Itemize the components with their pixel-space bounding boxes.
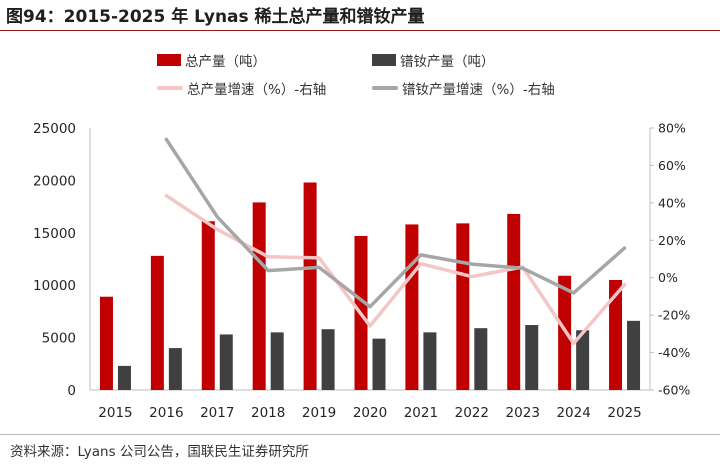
bar-total-output — [456, 223, 470, 390]
x-axis-tick-label: 2022 — [455, 405, 489, 421]
right-axis-tick-label: 20% — [658, 233, 686, 248]
bar-ndpr-output — [372, 338, 386, 390]
bar-total-output — [405, 224, 419, 390]
footer-divider — [0, 434, 720, 435]
legend-total-growth: 总产量增速（%）-右轴 — [157, 78, 326, 98]
chart-plot: 0 5000 10000 15000 20000 25000 -60% -40% -20% 0% 2… — [33, 121, 690, 422]
x-axis-tick-label: 2016 — [149, 405, 183, 421]
bar-total-output — [303, 182, 317, 390]
bar-ndpr-output — [117, 365, 131, 390]
right-axis-tick-label: -20% — [658, 308, 690, 323]
line-total-growth — [164, 193, 627, 346]
bar-total-output — [201, 221, 215, 390]
chart-title: 图94：2015-2025 年 Lynas 稀土总产量和镨钕产量 — [6, 7, 425, 27]
bar-ndpr-output — [474, 328, 488, 390]
title-divider — [0, 30, 720, 31]
legend-ndpr-output: 镨钕产量（吨） — [372, 50, 495, 70]
right-axis-tick-label: 80% — [658, 121, 686, 136]
left-axis-tick-label: 5000 — [42, 331, 76, 347]
x-axis-tick-label: 2018 — [251, 405, 285, 421]
x-axis-tick-label: 2025 — [607, 405, 641, 421]
left-axis-tick-label: 20000 — [33, 173, 76, 189]
x-axis-tick-label: 2023 — [506, 405, 540, 421]
bar-ndpr-output — [423, 332, 437, 390]
legend-swatch-total-growth — [157, 86, 183, 90]
bar-total-output — [252, 202, 266, 390]
bar-total-output — [150, 255, 164, 390]
legend-label-ndpr-growth: 镨钕产量增速（%）-右轴 — [402, 82, 555, 98]
legend-swatch-ndpr-output — [372, 54, 396, 66]
bar-ndpr-output — [270, 332, 284, 390]
x-axis-tick-label: 2017 — [200, 405, 234, 421]
legend-label-ndpr-output: 镨钕产量（吨） — [400, 54, 495, 70]
x-axis-tick-label: 2024 — [556, 405, 590, 421]
bar-total-output — [99, 296, 113, 390]
bar-total-output — [507, 213, 521, 390]
legend-total-output: 总产量（吨） — [157, 50, 266, 70]
x-axis-tick-label: 2015 — [98, 405, 132, 421]
legend-swatch-total-output — [157, 54, 181, 66]
right-axis-tick-label: 0% — [658, 270, 678, 285]
bar-total-output — [609, 279, 623, 390]
line-ndpr-growth — [164, 137, 627, 309]
x-axis-tick-label: 2019 — [302, 405, 336, 421]
left-axis-tick-label: 10000 — [33, 278, 76, 294]
legend-label-total-output: 总产量（吨） — [185, 54, 266, 70]
right-axis-tick-label: 40% — [658, 195, 686, 210]
bar-ndpr-output — [576, 330, 590, 390]
bar-ndpr-output — [321, 329, 335, 390]
left-axis-tick-label: 0 — [67, 383, 76, 399]
bar-ndpr-output — [525, 325, 539, 390]
x-axis-tick-label: 2021 — [404, 405, 438, 421]
left-axis-tick-label: 25000 — [33, 121, 76, 137]
legend-swatch-ndpr-growth — [372, 86, 398, 90]
left-axis-tick-label: 15000 — [33, 226, 76, 242]
source-note: 资料来源：Lyans 公司公告，国联民生证券研究所 — [10, 444, 309, 460]
bar-ndpr-output — [219, 334, 233, 390]
right-axis-tick-label: 60% — [658, 158, 686, 173]
bar-ndpr-output — [627, 320, 641, 390]
legend-ndpr-growth: 镨钕产量增速（%）-右轴 — [372, 78, 555, 98]
legend-label-total-growth: 总产量增速（%）-右轴 — [187, 82, 327, 98]
right-axis-tick-label: -40% — [658, 345, 690, 360]
x-axis-tick-label: 2020 — [353, 405, 387, 421]
bar-ndpr-output — [168, 348, 182, 390]
right-axis-tick-label: -60% — [658, 383, 690, 398]
